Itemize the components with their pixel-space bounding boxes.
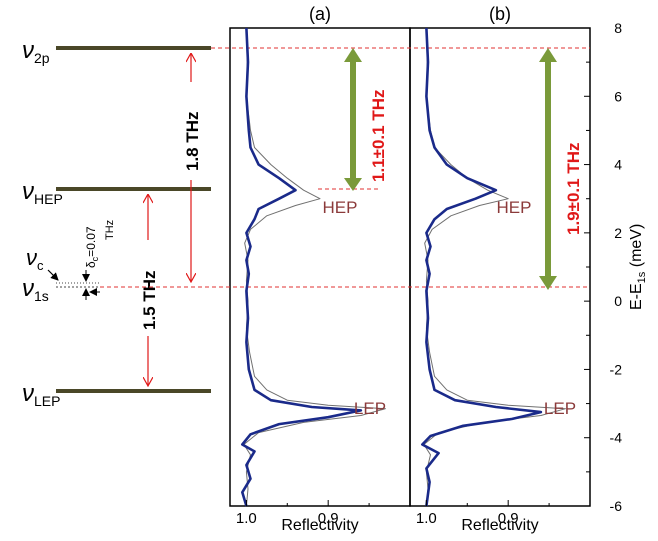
level-label-vc: νc <box>26 245 44 273</box>
panel-a-curves <box>241 27 386 507</box>
delta-label: δc=0.07 <box>84 226 100 268</box>
panel-b-green-arrow: 1.9±0.1 THz <box>539 48 583 290</box>
energy-levels <box>56 46 211 393</box>
delta-annotation: δc=0.07 THz <box>82 220 116 300</box>
panel-b-label: (b) <box>489 4 511 24</box>
vc-pointer-arrow <box>47 269 59 281</box>
arrow-1p5-thz: 1.5 THz <box>135 195 161 385</box>
panel-a-hep-label: HEP <box>323 198 358 217</box>
y-tick-label: 8 <box>614 20 622 36</box>
y-tick-label: -2 <box>610 361 623 377</box>
y-tick-label: 0 <box>614 293 622 309</box>
panel-b-hep-label: HEP <box>497 198 532 217</box>
level-label-lep: νLEP <box>22 380 60 409</box>
y-tick-label: 6 <box>614 88 622 104</box>
arrow-1p8-label: 1.8 THz <box>183 111 202 171</box>
panel-b-lep-label: LEP <box>544 399 576 418</box>
x-tick-label: 0.9 <box>318 510 339 527</box>
x-tick-label: 1.0 <box>416 510 437 527</box>
panel-a-series-thin <box>243 27 386 507</box>
y-axis-right: 8 6 4 2 0 -2 -4 -6 <box>584 20 622 514</box>
level-label-hep: νHEP <box>22 178 63 207</box>
x-axes: 1.0 0.9 1.0 0.9 <box>236 500 550 527</box>
panel-b-xlabel: Reflectivity <box>461 517 538 534</box>
arrow-1p5-label: 1.5 THz <box>140 270 159 330</box>
level-label-1s: ν1s <box>22 275 49 304</box>
level-label-2p: ν2p <box>22 37 50 66</box>
panel-b-series-thick <box>420 27 543 507</box>
x-tick-label: 0.9 <box>498 510 519 527</box>
x-tick-label: 1.0 <box>236 510 257 527</box>
panel-a-label: (a) <box>309 4 331 24</box>
delta-unit: THz <box>104 220 116 240</box>
y-tick-label: 2 <box>614 225 622 241</box>
arrow-1p8-thz: 1.8 THz <box>178 54 204 281</box>
panel-a-xlabel: Reflectivity <box>281 517 358 534</box>
y-tick-label: 4 <box>614 157 622 173</box>
panel-b-curves <box>420 27 566 507</box>
y-tick-label: -4 <box>610 430 623 446</box>
panel-a-green-arrow: 1.1±0.1 THz <box>344 48 388 191</box>
panel-a-arrow-label: 1.1±0.1 THz <box>369 90 388 182</box>
panel-a-lep-label: LEP <box>354 399 386 418</box>
panel-a-series-thick <box>241 27 363 507</box>
level-labels: ν2p νHEP νc ν1s νLEP <box>22 37 63 409</box>
panel-b-arrow-label: 1.9±0.1 THz <box>564 143 583 235</box>
y-axis-label: E-E1s (meV) <box>628 224 648 310</box>
panel-b-series-thin <box>423 27 566 507</box>
y-tick-label: -6 <box>610 498 623 514</box>
